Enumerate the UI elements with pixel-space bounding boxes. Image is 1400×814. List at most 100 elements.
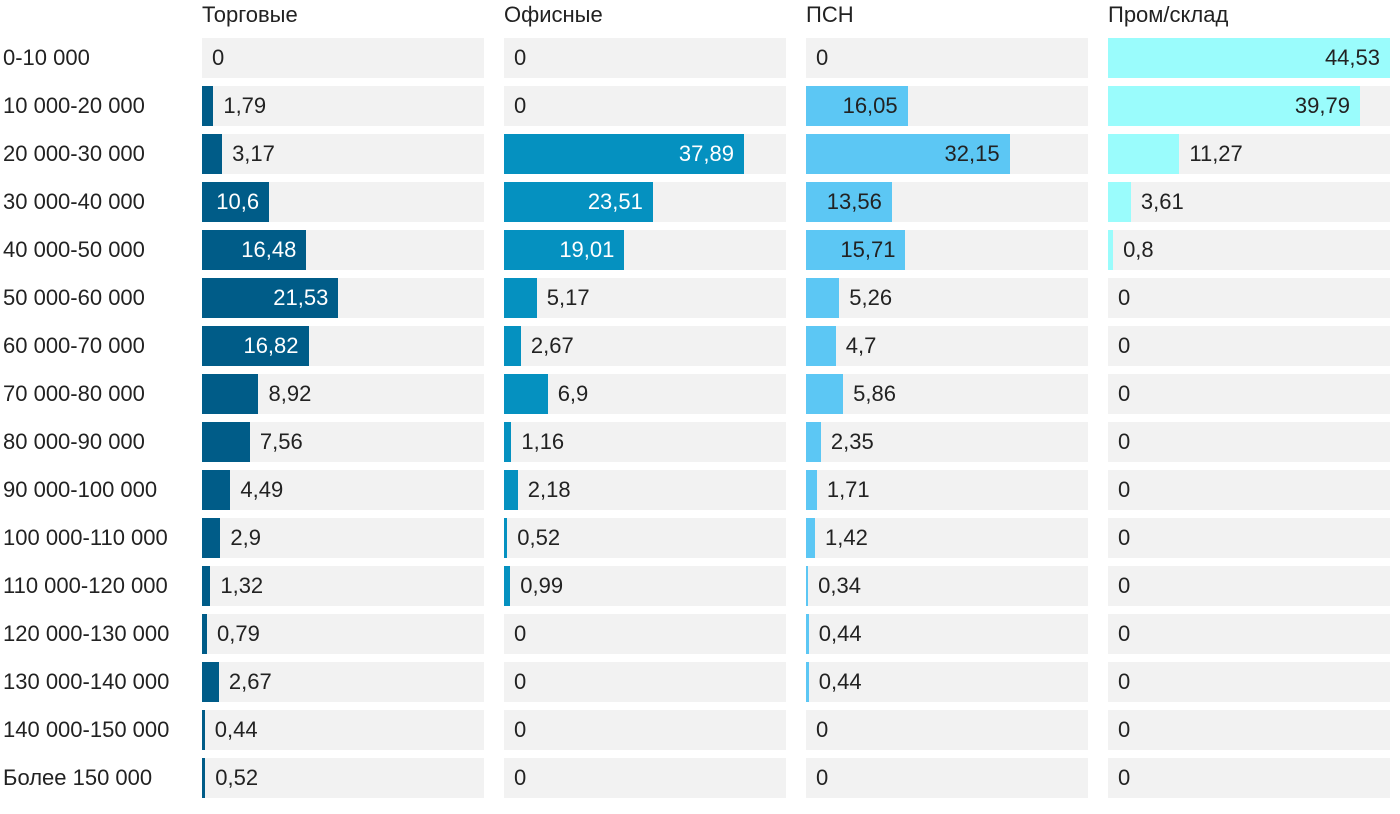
bar xyxy=(504,374,548,414)
bar xyxy=(1108,86,1360,126)
bar-track: 5,86 xyxy=(806,374,1088,414)
bar-track: 0,34 xyxy=(806,566,1088,606)
data-label: 5,26 xyxy=(849,285,893,310)
data-label: 0 xyxy=(1118,429,1131,454)
bar-track: 8,92 xyxy=(202,374,484,414)
bar-track: 0,44 xyxy=(202,710,484,750)
data-label: 44,53 xyxy=(1324,45,1380,70)
bar xyxy=(806,518,815,558)
data-label: 4,49 xyxy=(240,477,284,502)
bar-track: 1,42 xyxy=(806,518,1088,558)
bar-track: 4,49 xyxy=(202,470,484,510)
data-label: 0 xyxy=(1118,477,1131,502)
bar-track: 21,53 xyxy=(202,278,484,318)
bar-track: 0,99 xyxy=(504,566,786,606)
category-label: 0-10 000 xyxy=(3,45,90,70)
category-label: 120 000-130 000 xyxy=(3,621,170,646)
bar xyxy=(504,422,512,462)
bar xyxy=(202,518,221,558)
bar-track: 19,01 xyxy=(504,230,786,270)
data-label: 4,7 xyxy=(845,333,877,358)
data-label: 3,17 xyxy=(232,141,275,166)
bar xyxy=(806,182,892,222)
category-label: 130 000-140 000 xyxy=(3,669,170,694)
data-label: 8,92 xyxy=(268,381,312,406)
panel-header: Пром/склад xyxy=(1108,2,1229,27)
category-label: 10 000-20 000 xyxy=(3,93,145,118)
data-label: 0,79 xyxy=(217,621,260,646)
data-label: 6,9 xyxy=(557,381,589,406)
bar-track: 2,18 xyxy=(504,470,786,510)
bar-track: 0 xyxy=(504,614,786,654)
bar xyxy=(806,86,908,126)
bar-track: 0 xyxy=(1108,614,1390,654)
bar xyxy=(202,182,270,222)
bar xyxy=(504,470,518,510)
bar-track: 7,56 xyxy=(202,422,484,462)
data-label: 16,05 xyxy=(842,93,898,118)
bar-track: 0 xyxy=(202,38,484,78)
panel-header: ПСН xyxy=(806,2,854,27)
data-label: 0 xyxy=(816,765,829,790)
data-label: 2,18 xyxy=(527,477,571,502)
data-label: 0 xyxy=(1118,765,1131,790)
data-label: 0,44 xyxy=(818,669,862,694)
bar xyxy=(202,422,250,462)
bar-track: 1,71 xyxy=(806,470,1088,510)
bar-track: 2,9 xyxy=(202,518,484,558)
data-label: 0 xyxy=(1118,669,1131,694)
data-label: 1,71 xyxy=(826,477,870,502)
data-label: 0 xyxy=(1118,717,1131,742)
bar-track: 0 xyxy=(1108,470,1390,510)
bar xyxy=(504,326,521,366)
bar-track: 0 xyxy=(504,86,786,126)
bar-track: 0 xyxy=(1108,326,1390,366)
bar xyxy=(806,470,817,510)
bar-track: 0,52 xyxy=(202,758,484,798)
bar-track: 0 xyxy=(1108,662,1390,702)
bar-track: 0,44 xyxy=(806,662,1088,702)
category-label: 140 000-150 000 xyxy=(3,717,170,742)
bar-track: 3,61 xyxy=(1108,182,1390,222)
data-label: 2,9 xyxy=(230,525,261,550)
bar-track: 0 xyxy=(1108,422,1390,462)
data-label: 2,67 xyxy=(228,669,272,694)
data-label: 10,6 xyxy=(216,189,260,214)
data-label: 5,17 xyxy=(546,285,590,310)
bar xyxy=(202,662,219,702)
data-label: 3,61 xyxy=(1140,189,1184,214)
data-label: 5,86 xyxy=(853,381,896,406)
bar xyxy=(504,182,653,222)
bar xyxy=(504,278,537,318)
bar xyxy=(806,374,844,414)
category-label: 70 000-80 000 xyxy=(3,381,145,406)
bar-track: 15,71 xyxy=(806,230,1088,270)
bar-track: 4,7 xyxy=(806,326,1088,366)
bar-track: 0 xyxy=(504,710,786,750)
category-label: 20 000-30 000 xyxy=(3,141,145,166)
bar xyxy=(806,662,809,702)
bar xyxy=(504,518,508,558)
data-label: 0 xyxy=(1118,285,1131,310)
bar-track: 0 xyxy=(806,710,1088,750)
bar xyxy=(202,470,231,510)
bar xyxy=(1108,38,1390,78)
data-label: 0 xyxy=(1118,381,1131,406)
data-label: 0 xyxy=(514,45,527,70)
data-label: 13,56 xyxy=(826,189,882,214)
bar-track: 1,32 xyxy=(202,566,484,606)
data-label: 0 xyxy=(514,93,527,118)
bar xyxy=(806,566,809,606)
data-label: 23,51 xyxy=(587,189,643,214)
bar xyxy=(1108,134,1180,174)
data-label: 0,34 xyxy=(818,573,861,598)
data-label: 21,53 xyxy=(273,285,329,310)
bar-track: 1,79 xyxy=(202,86,484,126)
category-label: 90 000-100 000 xyxy=(3,477,158,502)
bar-track: 0,44 xyxy=(806,614,1088,654)
data-label: 16,82 xyxy=(243,333,299,358)
data-label: 37,89 xyxy=(678,141,734,166)
data-label: 0 xyxy=(1118,525,1131,550)
bar-track: 0,8 xyxy=(1108,230,1390,270)
data-label: 1,16 xyxy=(521,429,565,454)
